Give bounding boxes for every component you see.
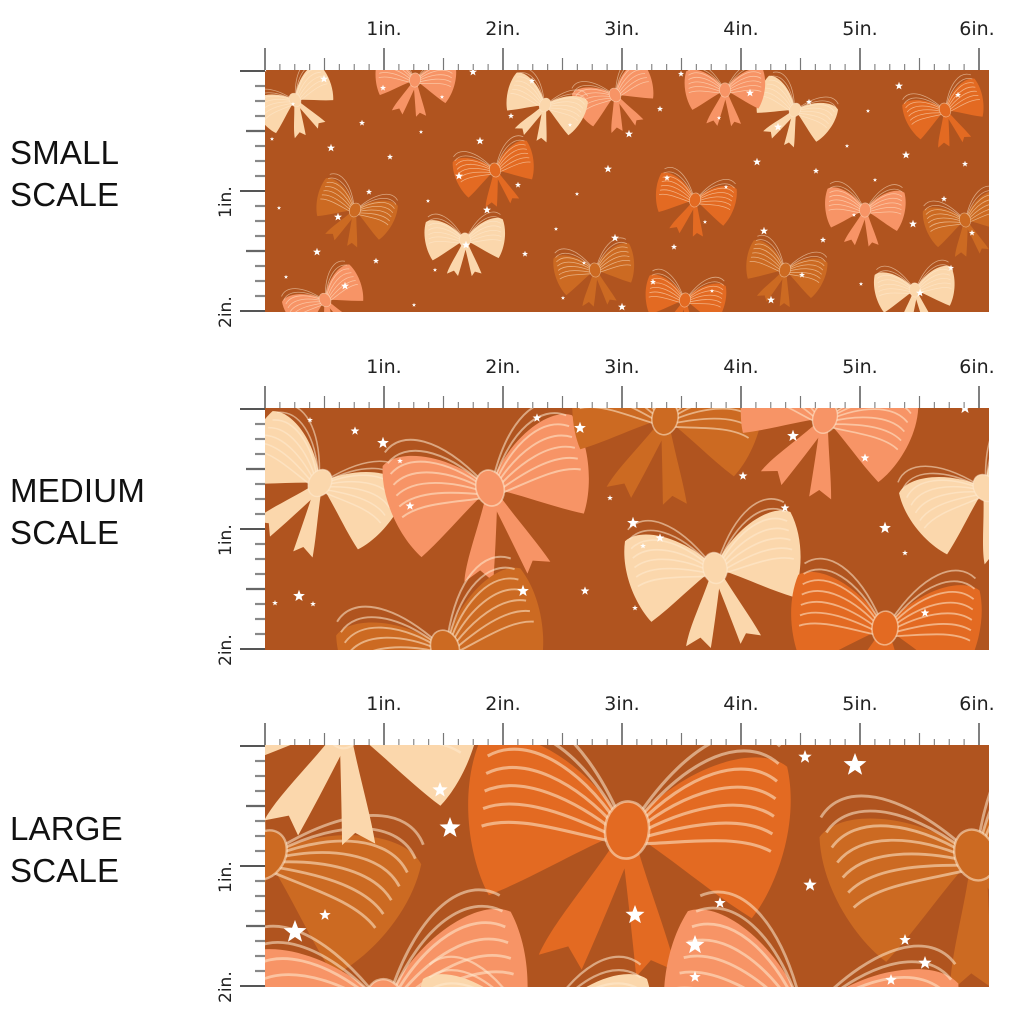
horizontal-ruler: 1in. 2in. 3in. 4in. 5in. 6in.	[262, 356, 995, 416]
ruler-inch-label: 1in.	[216, 861, 236, 893]
ruler-inch-label: 2in.	[216, 296, 236, 328]
ruler-inch-label: 3in.	[604, 356, 640, 378]
ruler-inch-label: 6in.	[959, 356, 995, 378]
ruler-inch-label: 1in.	[216, 524, 236, 556]
ruler-ticks	[264, 386, 985, 409]
ruler-inch-label: 5in.	[842, 356, 878, 378]
ruler-inch-label: 4in.	[723, 356, 759, 378]
medium-scale-fabric-panel	[265, 408, 989, 650]
label-line-2: SCALE	[10, 514, 120, 551]
medium-scale-label: MEDIUM SCALE	[10, 470, 145, 554]
label-line-1: LARGE	[10, 810, 123, 847]
horizontal-ruler: 1in. 2in. 3in. 4in. 5in. 6in.	[262, 18, 995, 78]
ruler-inch-label: 2in.	[485, 18, 521, 40]
ruler-inch-label: 2in.	[216, 634, 236, 666]
ruler-ticks	[264, 723, 985, 746]
ruler-inch-label: 5in.	[842, 693, 878, 715]
ruler-inch-label: 2in.	[485, 693, 521, 715]
ruler-inch-label: 3in.	[604, 18, 640, 40]
ruler-inch-label: 2in.	[216, 971, 236, 1003]
fabric-pattern	[265, 70, 989, 312]
label-line-1: MEDIUM	[10, 472, 146, 509]
vertical-ruler: 1in. 2in.	[210, 408, 265, 666]
ruler-inch-label: 1in.	[366, 18, 402, 40]
ruler-inch-label: 4in.	[723, 693, 759, 715]
horizontal-ruler: 1in. 2in. 3in. 4in. 5in. 6in.	[262, 693, 995, 753]
ruler-ticks	[240, 408, 265, 650]
ruler-inch-label: 5in.	[842, 18, 878, 40]
vertical-ruler: 1in. 2in.	[210, 70, 265, 328]
label-line-2: SCALE	[10, 176, 120, 213]
ruler-ticks	[240, 70, 265, 312]
ruler-inch-label: 1in.	[366, 693, 402, 715]
ruler-inch-label: 6in.	[959, 18, 995, 40]
ruler-inch-label: 3in.	[604, 693, 640, 715]
large-scale-fabric-panel	[265, 745, 989, 987]
ruler-inch-label: 1in.	[216, 186, 236, 218]
large-scale-label: LARGE SCALE	[10, 808, 123, 892]
vertical-ruler: 1in. 2in.	[210, 745, 265, 1003]
small-scale-label: SMALL SCALE	[10, 132, 119, 216]
ruler-inch-label: 2in.	[485, 356, 521, 378]
ruler-inch-label: 1in.	[366, 356, 402, 378]
label-line-1: SMALL	[10, 134, 120, 171]
label-line-2: SCALE	[10, 852, 120, 889]
fabric-pattern	[265, 745, 989, 987]
ruler-inch-label: 4in.	[723, 18, 759, 40]
ruler-inch-label: 6in.	[959, 693, 995, 715]
fabric-pattern	[265, 408, 989, 650]
ruler-ticks	[264, 48, 985, 71]
ruler-ticks	[240, 745, 265, 987]
small-scale-fabric-panel	[265, 70, 989, 312]
